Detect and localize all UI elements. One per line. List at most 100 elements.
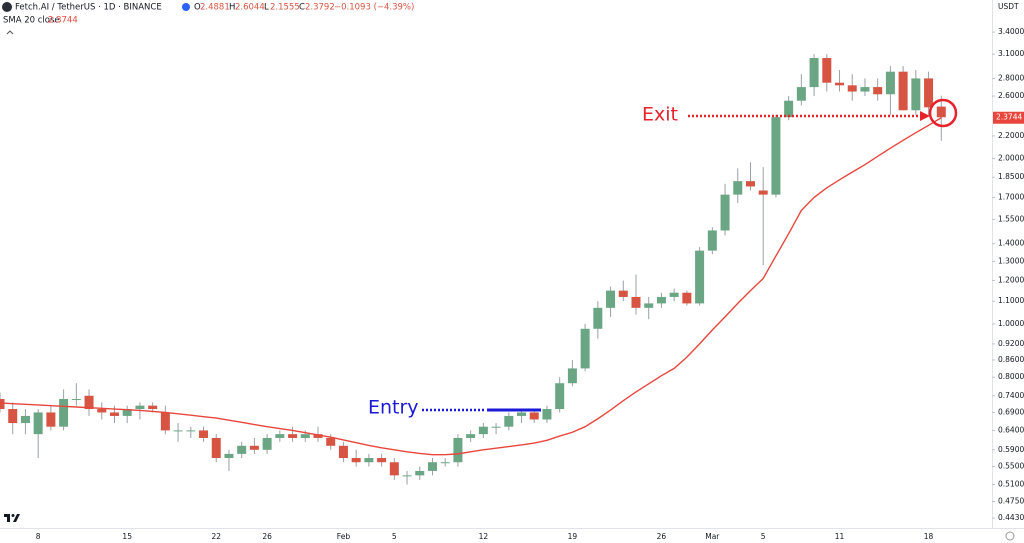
candle-body <box>771 117 781 195</box>
candle-body <box>402 475 412 477</box>
candle-body <box>186 430 196 432</box>
ohlc-value: 2.6044 <box>235 3 265 13</box>
candle-body <box>160 412 170 431</box>
candle-body <box>924 78 934 108</box>
entry-label: Entry <box>368 397 419 419</box>
candle-body <box>656 296 666 304</box>
candle-body <box>224 453 234 459</box>
symbol-logo <box>2 2 12 12</box>
x-tick-label: 19 <box>568 532 578 541</box>
candle-body <box>466 434 476 438</box>
x-tick-label: 5 <box>761 532 766 541</box>
x-tick-label: 26 <box>262 532 272 541</box>
candle-body <box>911 78 921 111</box>
candle-body <box>97 409 107 413</box>
y-tick-label: 1.0000 <box>998 319 1024 328</box>
candle-body <box>313 434 323 438</box>
price-badge <box>993 111 1024 124</box>
candle-body <box>148 405 158 410</box>
candle-body <box>427 462 437 471</box>
candle-body <box>135 405 145 410</box>
candle-body <box>860 87 870 92</box>
candle-body <box>555 383 565 410</box>
candle-body <box>351 458 361 463</box>
y-tick-label: 0.6400 <box>998 425 1024 434</box>
candle-body <box>822 58 832 83</box>
candle-body <box>885 71 895 95</box>
y-tick-label: 1.4000 <box>998 239 1024 248</box>
candle-body <box>59 399 69 427</box>
candle-body <box>122 409 132 416</box>
ohlc-value: 2.3792 <box>305 3 335 13</box>
candle-body <box>517 412 527 416</box>
y-tick-label: 0.5100 <box>998 480 1024 489</box>
candle-body <box>109 412 119 416</box>
exit-circle <box>928 98 958 128</box>
candle-body <box>707 230 717 251</box>
y-tick-label: 1.2000 <box>998 275 1024 284</box>
sma-legend-value: 2.3744 <box>48 16 78 26</box>
y-tick-label: 2.2000 <box>998 131 1024 140</box>
candle-body <box>745 181 755 187</box>
candle-body <box>733 181 743 195</box>
candle-body <box>847 85 857 92</box>
candle-body <box>784 100 794 118</box>
candle-body <box>504 415 514 427</box>
candle-body <box>453 437 463 463</box>
candle-body <box>720 194 730 231</box>
exit-label: Exit <box>642 104 678 126</box>
x-tick-label: 11 <box>835 532 845 541</box>
candle-body <box>211 437 221 459</box>
collapse-button[interactable] <box>6 30 14 35</box>
y-tick-label: 1.1000 <box>998 296 1024 305</box>
candle-body <box>873 87 883 95</box>
y-tick-label: 1.3000 <box>998 256 1024 265</box>
candle-body <box>338 445 348 459</box>
x-tick-label: 5 <box>392 532 397 541</box>
y-tick-label: 0.4430 <box>998 513 1024 522</box>
candle-body <box>33 412 43 435</box>
candle-body <box>478 426 488 435</box>
ohlc-change: −0.1093 (−4.39%) <box>334 3 414 13</box>
x-tick-label: Feb <box>337 532 351 541</box>
candle-body <box>631 296 641 308</box>
candle-body <box>682 292 692 304</box>
candle-body <box>389 462 399 476</box>
candle-body <box>580 328 590 369</box>
candle-body <box>669 292 679 297</box>
candle-body <box>618 290 628 297</box>
candle-body <box>84 395 94 410</box>
candle-body <box>249 445 259 450</box>
candle-body <box>567 368 577 384</box>
candle-body <box>440 462 450 464</box>
y-tick-label: 0.7400 <box>998 391 1024 400</box>
x-tick-label: 26 <box>657 532 667 541</box>
sma-legend-name: SMA 20 close <box>3 16 60 26</box>
price-badge-label: 2.3744 <box>996 113 1022 122</box>
candle-body <box>364 458 374 463</box>
y-tick-label: 1.8500 <box>998 172 1024 181</box>
price-axis <box>992 0 1024 543</box>
x-tick-label: 8 <box>36 532 41 541</box>
symbol-title: Fetch.AI / TetherUS · 1D · BINANCE <box>15 3 162 13</box>
candle-body <box>491 426 501 428</box>
candle-body <box>237 445 247 454</box>
settings-button[interactable] <box>1005 531 1015 541</box>
currency-label: USDT <box>998 2 1019 11</box>
y-tick-label: 0.4750 <box>998 497 1024 506</box>
y-tick-label: 1.5500 <box>998 214 1024 223</box>
candle-body <box>288 434 298 438</box>
y-tick-label: 2.6000 <box>998 91 1024 100</box>
candle-body <box>20 415 30 424</box>
candle-body <box>644 303 654 308</box>
candle-body <box>898 71 908 111</box>
candle-body <box>529 412 539 420</box>
ohlc-key: O <box>194 3 201 13</box>
x-tick-label: 15 <box>122 532 132 541</box>
candle-body <box>262 437 272 450</box>
candle-body <box>695 250 705 304</box>
candle-body <box>377 458 387 463</box>
y-tick-label: 2.0000 <box>998 154 1024 163</box>
